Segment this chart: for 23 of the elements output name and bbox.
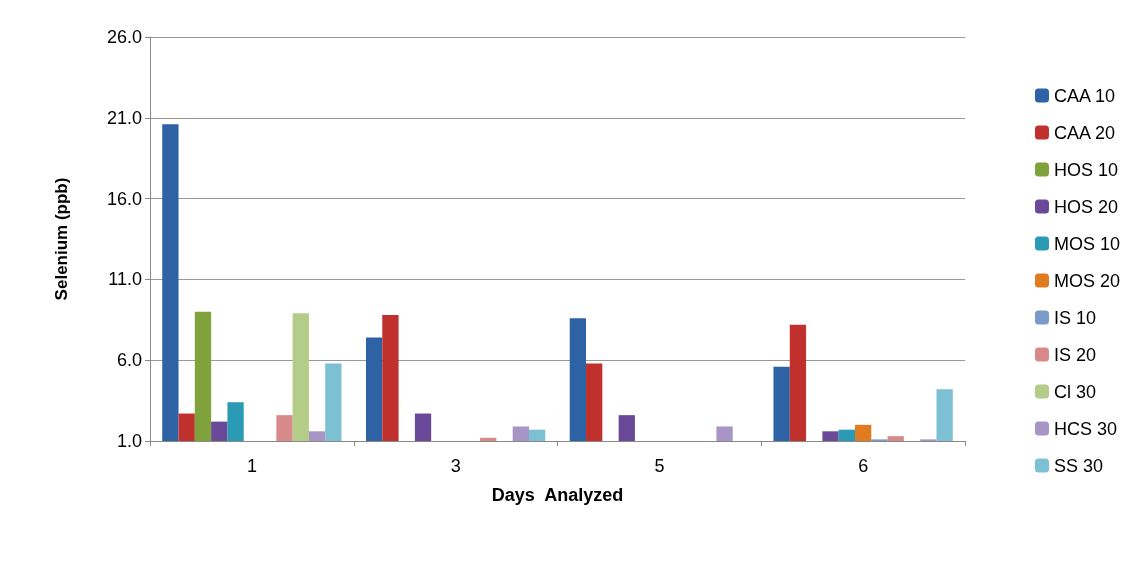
legend-label: MOS 10	[1053, 233, 1121, 254]
legend-label: IS 20	[1053, 344, 1097, 365]
x-tick-label: 3	[450, 456, 461, 476]
legend-label: MOS 20	[1053, 270, 1121, 291]
legend-label: IS 10	[1053, 307, 1097, 328]
legend-label: CAA 10	[1053, 85, 1116, 106]
y-tick-label: 16.0	[106, 188, 142, 209]
legend-label: SS 30	[1053, 455, 1104, 476]
legend-label: Cl 30	[1053, 381, 1097, 402]
legend-label: HCS 30	[1053, 418, 1118, 439]
y-tick-label: 26.0	[106, 27, 142, 47]
y-tick-label: 1.0	[116, 431, 142, 451]
y-axis-title: Selenium (ppb)	[52, 177, 71, 301]
x-tick-label: 1	[246, 456, 257, 476]
y-tick-label: 21.0	[106, 107, 142, 128]
y-tick-label: 6.0	[116, 350, 142, 371]
x-tick-label: 6	[858, 456, 869, 476]
y-tick-label: 11.0	[108, 269, 142, 290]
x-axis-title: Days Analyzed	[491, 485, 624, 505]
legend-label: CAA 20	[1053, 122, 1116, 143]
legend-label: HOS 10	[1053, 159, 1119, 180]
x-tick-label: 5	[654, 456, 665, 476]
legend-label: HOS 20	[1053, 196, 1119, 217]
